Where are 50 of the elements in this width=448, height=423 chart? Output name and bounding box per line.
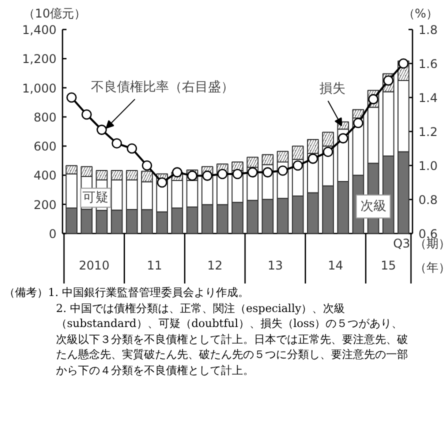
point — [217, 168, 228, 180]
point — [398, 58, 409, 69]
y-tick-label: 0 — [48, 227, 57, 241]
text: 12 — [207, 258, 223, 272]
y-tick-label: 200 — [34, 198, 56, 212]
y2-tick-label: 1.2 — [418, 125, 438, 139]
point — [66, 92, 77, 103]
x-axis-title: （期） — [414, 236, 448, 250]
y2-tick-label: 1.8 — [418, 23, 438, 37]
y-tick-label: 1,200 — [22, 52, 57, 66]
y2-tick-label: 1.4 — [418, 91, 438, 105]
text: 11 — [146, 258, 162, 272]
point — [338, 133, 348, 144]
point — [112, 138, 122, 149]
text: 13 — [268, 258, 283, 272]
text: 2. 中国では債権分類は、正常、関注（especially）、次級（substandard）、可疑（doubtful）、損失（loss）の５つがあり、次級以下３分類を不良債権として計上。日本では正常先、要注意先、破たん懸念先、実質破たん先、破たん先の５つに分類し、要注意先の一部から下の４分類を不良債権として計上。 — [55, 300, 409, 378]
y2-tick-label: 1.6 — [418, 57, 438, 71]
y2-tick-label: 0.8 — [418, 193, 438, 207]
point — [126, 143, 138, 154]
point — [278, 165, 288, 176]
y2-axis-title: （%） — [402, 6, 438, 20]
point — [232, 168, 243, 180]
y-tick-label: 600 — [34, 140, 56, 154]
text: （年） — [414, 260, 448, 274]
point — [322, 146, 334, 158]
y-axis-title: （10億元） — [22, 6, 86, 20]
series-label: 不良債権比率（右目盛） — [91, 78, 234, 95]
point — [156, 177, 168, 188]
point — [292, 160, 303, 171]
point — [262, 167, 273, 178]
point — [353, 118, 364, 128]
point — [202, 170, 212, 181]
point — [142, 160, 152, 171]
series-label: 損失 — [320, 82, 346, 97]
y-tick-label: 400 — [34, 168, 56, 183]
y2-tick-label: 1.0 — [418, 159, 438, 173]
text: （備考）1. 中国銀行業監督管理委員会より作成。 — [4, 285, 250, 300]
text: 14 — [328, 258, 344, 272]
point — [308, 154, 318, 164]
point — [96, 124, 107, 135]
point — [172, 167, 182, 178]
point — [247, 167, 258, 178]
y-tick-label: 800 — [34, 110, 56, 124]
y-tick-label: 1,000 — [22, 81, 57, 96]
x-tick-label: Q3 — [393, 236, 410, 250]
text: 15 — [380, 258, 396, 272]
y-tick-label: 1,400 — [22, 23, 57, 37]
series-label: 次級 — [360, 199, 386, 214]
point — [81, 109, 92, 120]
text: 2010 — [78, 258, 110, 272]
